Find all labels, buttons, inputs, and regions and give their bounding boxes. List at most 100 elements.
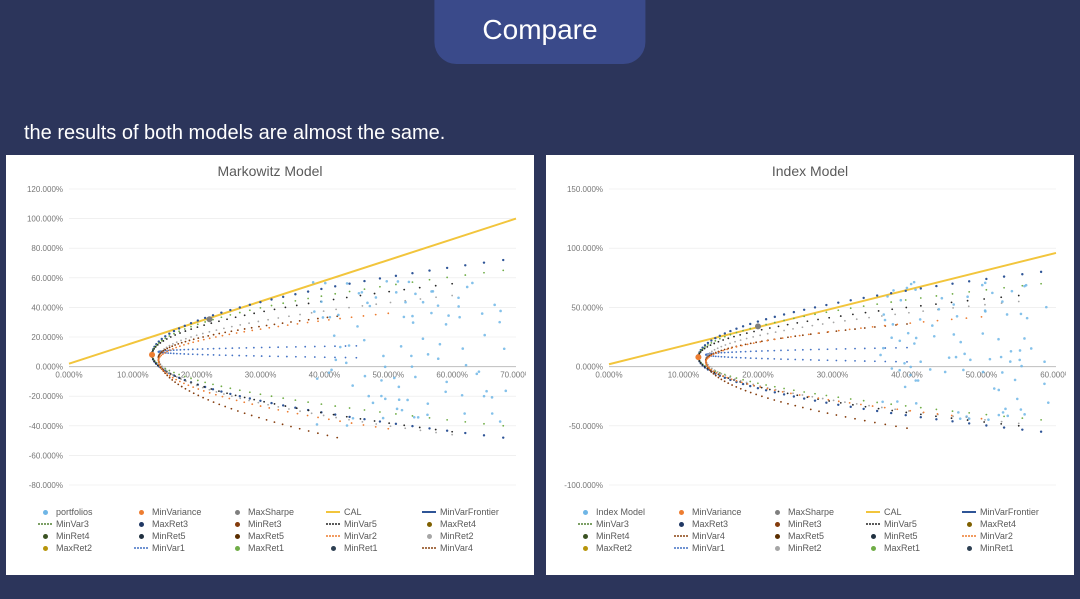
legend-label: MaxRet5 <box>248 531 284 541</box>
legend-item: MaxRet3 <box>674 519 770 529</box>
legend-markowitz: portfolios MinVariance MaxSharpe CAL MinVarF… <box>14 503 526 555</box>
svg-text:50.000%: 50.000% <box>571 303 603 312</box>
legend-label: MinVar2 <box>344 531 377 541</box>
panel-markowitz: Markowitz Model -80.000%-60.000%-40.000%… <box>6 155 534 575</box>
svg-text:100.000%: 100.000% <box>567 244 603 253</box>
legend-label: MinVar5 <box>344 519 377 529</box>
legend-swatch <box>38 520 52 528</box>
legend-label: MinRet4 <box>596 531 630 541</box>
legend-item: Index Model <box>578 507 674 517</box>
svg-text:20.000%: 20.000% <box>742 371 774 380</box>
legend-label: MaxRet3 <box>692 519 728 529</box>
svg-text:-100.000%: -100.000% <box>564 481 603 490</box>
legend-swatch <box>578 532 592 540</box>
subtitle-text: the results of both models are almost th… <box>24 122 445 145</box>
svg-text:60.000%: 60.000% <box>31 274 63 283</box>
legend-swatch <box>962 544 976 552</box>
svg-text:60.000%: 60.000% <box>1040 371 1066 380</box>
legend-item: MinVariance <box>134 507 230 517</box>
svg-text:40.000%: 40.000% <box>31 303 63 312</box>
legend-item: MaxRet3 <box>134 519 230 529</box>
legend-swatch <box>866 508 880 516</box>
legend-label: MinVar4 <box>692 531 725 541</box>
legend-swatch <box>674 508 688 516</box>
legend-label: MaxRet4 <box>440 519 476 529</box>
legend-label: MinVar3 <box>56 519 89 529</box>
legend-label: MaxSharpe <box>248 507 294 517</box>
legend-swatch <box>866 532 880 540</box>
svg-text:-60.000%: -60.000% <box>29 451 63 460</box>
legend-swatch <box>674 520 688 528</box>
legend-item: MinVar1 <box>134 543 230 553</box>
legend-label: MaxRet3 <box>152 519 188 529</box>
legend-item: MaxSharpe <box>770 507 866 517</box>
panel-index: Index Model -100.000%-50.000%0.000%50.00… <box>546 155 1074 575</box>
legend-label: MinRet2 <box>788 543 822 553</box>
legend-item: MaxRet4 <box>422 519 518 529</box>
legend-item: MinVariance <box>674 507 770 517</box>
legend-label: MaxRet5 <box>788 531 824 541</box>
chart-markowitz: -80.000%-60.000%-40.000%-20.000%0.000%20… <box>14 183 526 503</box>
legend-swatch <box>134 508 148 516</box>
svg-text:-80.000%: -80.000% <box>29 481 63 490</box>
svg-text:40.000%: 40.000% <box>309 371 341 380</box>
legend-swatch <box>770 520 784 528</box>
svg-text:80.000%: 80.000% <box>31 244 63 253</box>
legend-label: MinRet3 <box>788 519 822 529</box>
legend-item: MinVar5 <box>326 519 422 529</box>
legend-swatch <box>38 532 52 540</box>
legend-swatch <box>38 544 52 552</box>
legend-item: MinRet4 <box>578 531 674 541</box>
legend-item: MaxRet2 <box>578 543 674 553</box>
svg-text:30.000%: 30.000% <box>245 371 277 380</box>
legend-item: MinRet3 <box>770 519 866 529</box>
svg-text:100.000%: 100.000% <box>27 215 63 224</box>
legend-swatch <box>962 532 976 540</box>
legend-swatch <box>38 508 52 516</box>
svg-text:120.000%: 120.000% <box>27 185 63 194</box>
legend-swatch <box>578 508 592 516</box>
legend-swatch <box>962 508 976 516</box>
legend-swatch <box>866 544 880 552</box>
legend-item: MinRet1 <box>962 543 1058 553</box>
legend-item: MaxRet1 <box>866 543 962 553</box>
legend-item: MinRet2 <box>422 531 518 541</box>
legend-item: MinRet3 <box>230 519 326 529</box>
legend-label: MinRet2 <box>440 531 474 541</box>
chart-title-index: Index Model <box>554 163 1066 179</box>
legend-item: MinRet4 <box>38 531 134 541</box>
legend-item: MinVar1 <box>674 543 770 553</box>
legend-item: MinVar2 <box>962 531 1058 541</box>
svg-text:10.000%: 10.000% <box>668 371 700 380</box>
legend-label: MinVar2 <box>980 531 1013 541</box>
legend-label: MaxRet2 <box>596 543 632 553</box>
legend-label: MaxRet1 <box>884 543 920 553</box>
legend-swatch <box>326 508 340 516</box>
legend-swatch <box>422 532 436 540</box>
legend-label: MinVariance <box>152 507 201 517</box>
legend-swatch <box>422 520 436 528</box>
legend-label: MinVar3 <box>596 519 629 529</box>
legend-swatch <box>578 520 592 528</box>
legend-swatch <box>422 544 436 552</box>
legend-item: MinRet2 <box>770 543 866 553</box>
panels-row: Markowitz Model -80.000%-60.000%-40.000%… <box>0 155 1080 575</box>
legend-swatch <box>578 544 592 552</box>
svg-text:60.000%: 60.000% <box>436 371 468 380</box>
legend-item: MinVar2 <box>326 531 422 541</box>
svg-text:-50.000%: -50.000% <box>569 422 603 431</box>
legend-label: portfolios <box>56 507 93 517</box>
legend-label: MinVar4 <box>440 543 473 553</box>
legend-swatch <box>770 544 784 552</box>
svg-text:10.000%: 10.000% <box>117 371 149 380</box>
legend-label: MaxRet4 <box>980 519 1016 529</box>
legend-label: MaxSharpe <box>788 507 834 517</box>
legend-swatch <box>866 520 880 528</box>
legend-label: MaxRet2 <box>56 543 92 553</box>
legend-swatch <box>770 532 784 540</box>
legend-label: MinVarFrontier <box>440 507 499 517</box>
legend-label: MinRet1 <box>980 543 1014 553</box>
legend-label: CAL <box>344 507 362 517</box>
legend-swatch <box>674 544 688 552</box>
legend-item: MaxRet5 <box>770 531 866 541</box>
